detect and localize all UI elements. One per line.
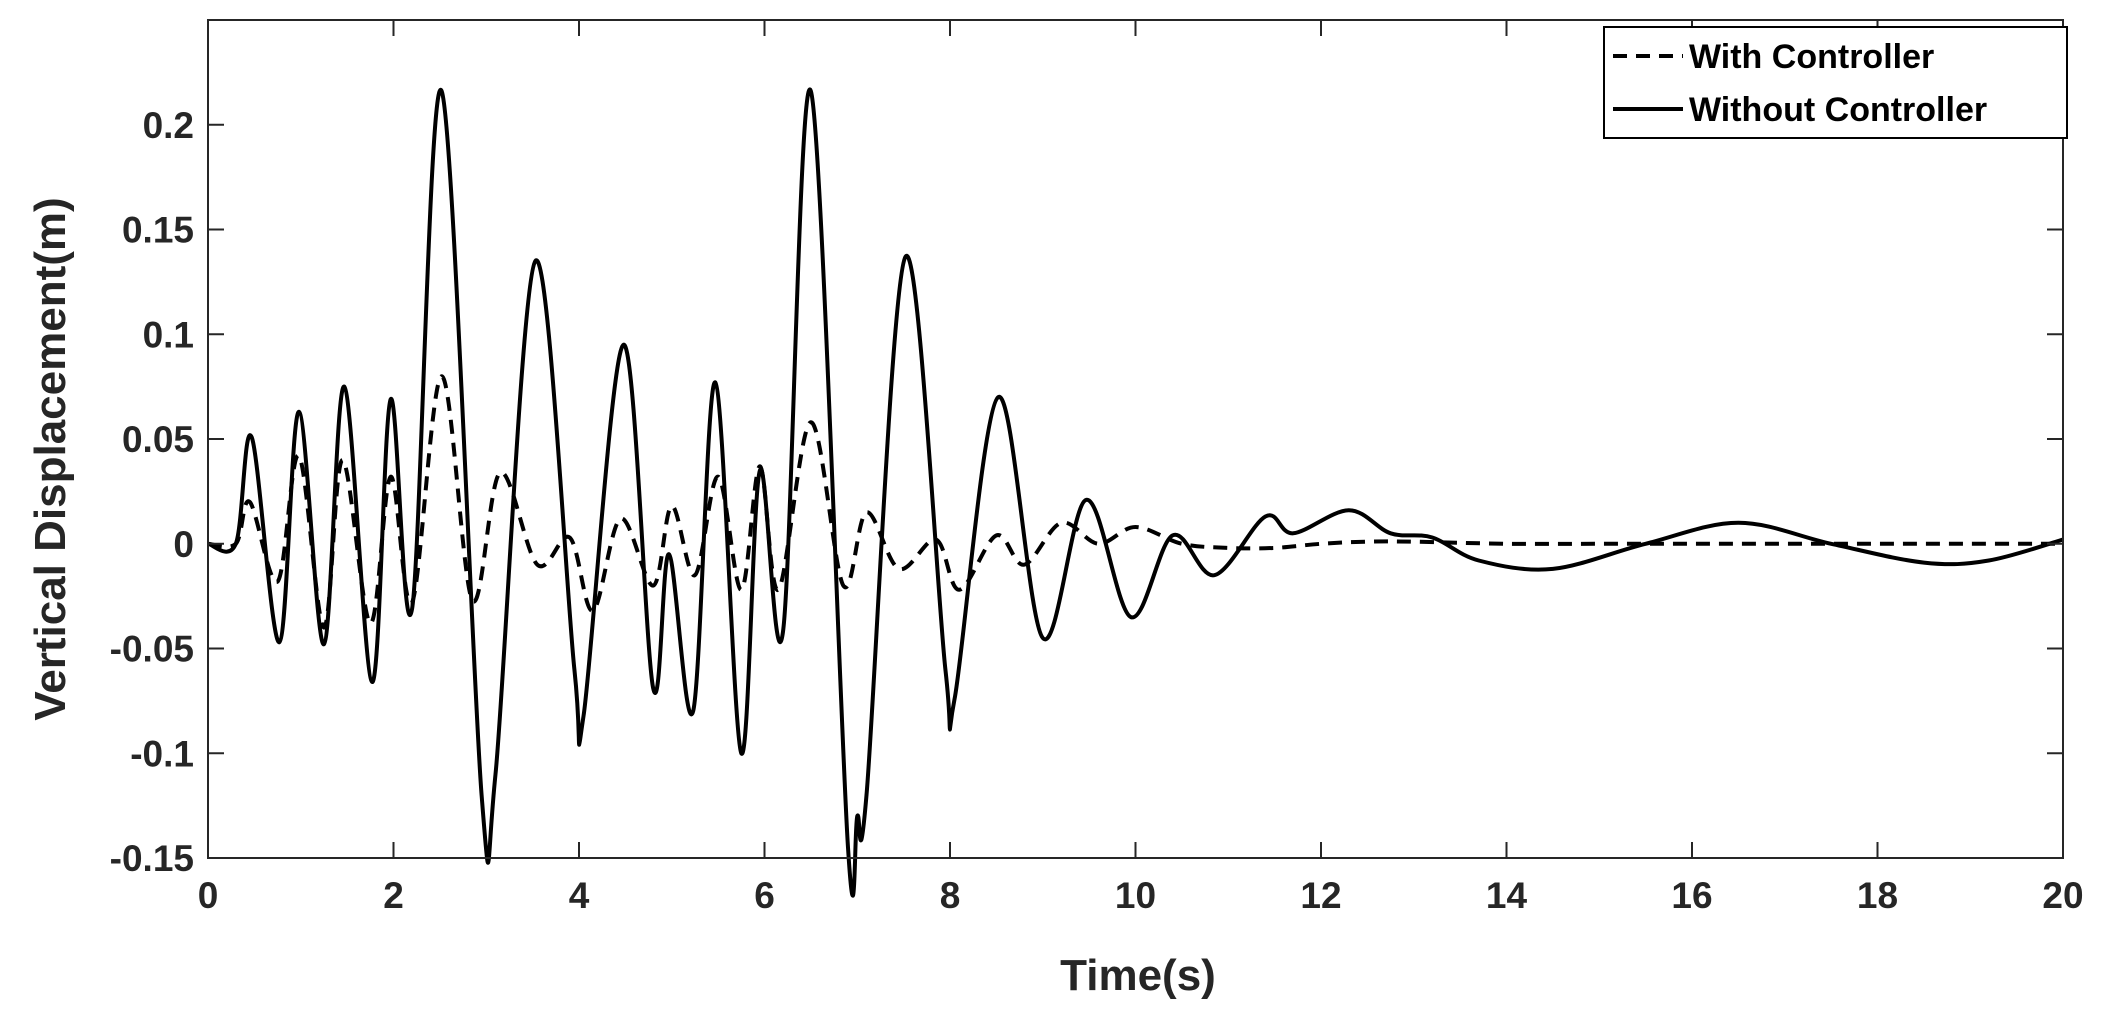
x-tick-label: 2 — [383, 875, 404, 916]
y-tick-label: 0.05 — [122, 419, 194, 460]
y-axis-label: Vertical Displacement(m) — [26, 197, 75, 720]
x-tick-label: 16 — [1671, 875, 1712, 916]
x-tick-label: 0 — [198, 875, 219, 916]
y-tick-label: 0.2 — [143, 105, 194, 146]
legend-label-with-controller: With Controller — [1689, 38, 1934, 76]
axis-ticks: 0 2 4 6 8 10 12 14 16 18 20 -0.15 -0.1 -0.05 0 0.05 0.1 0… — [110, 19, 2084, 916]
legend-box — [1603, 26, 2068, 139]
series-line-without-controller — [207, 87, 2064, 898]
axes-frame — [207, 19, 2064, 859]
x-tick-label: 12 — [1300, 875, 1341, 916]
x-tick-label: 4 — [569, 875, 590, 916]
x-tick-label: 10 — [1115, 875, 1156, 916]
x-tick-label: 8 — [940, 875, 961, 916]
x-tick-label: 20 — [2042, 875, 2083, 916]
plot-area — [207, 87, 2064, 898]
y-tick-label: 0.1 — [143, 314, 194, 355]
y-tick-label: 0 — [173, 524, 194, 565]
x-tick-label: 6 — [754, 875, 775, 916]
legend: With Controller Without Controller — [1603, 26, 2068, 139]
x-axis-label: Time(s) — [1060, 951, 1216, 1000]
x-tick-label: 18 — [1857, 875, 1898, 916]
x-tick-label: 14 — [1486, 875, 1528, 916]
y-tick-label: 0.15 — [122, 210, 194, 251]
y-tick-label: -0.1 — [130, 733, 194, 774]
legend-label-without-controller: Without Controller — [1689, 91, 1987, 129]
y-tick-label: -0.05 — [110, 629, 194, 670]
series-line-with-controller — [207, 374, 2063, 630]
y-tick-label: -0.15 — [110, 838, 194, 879]
